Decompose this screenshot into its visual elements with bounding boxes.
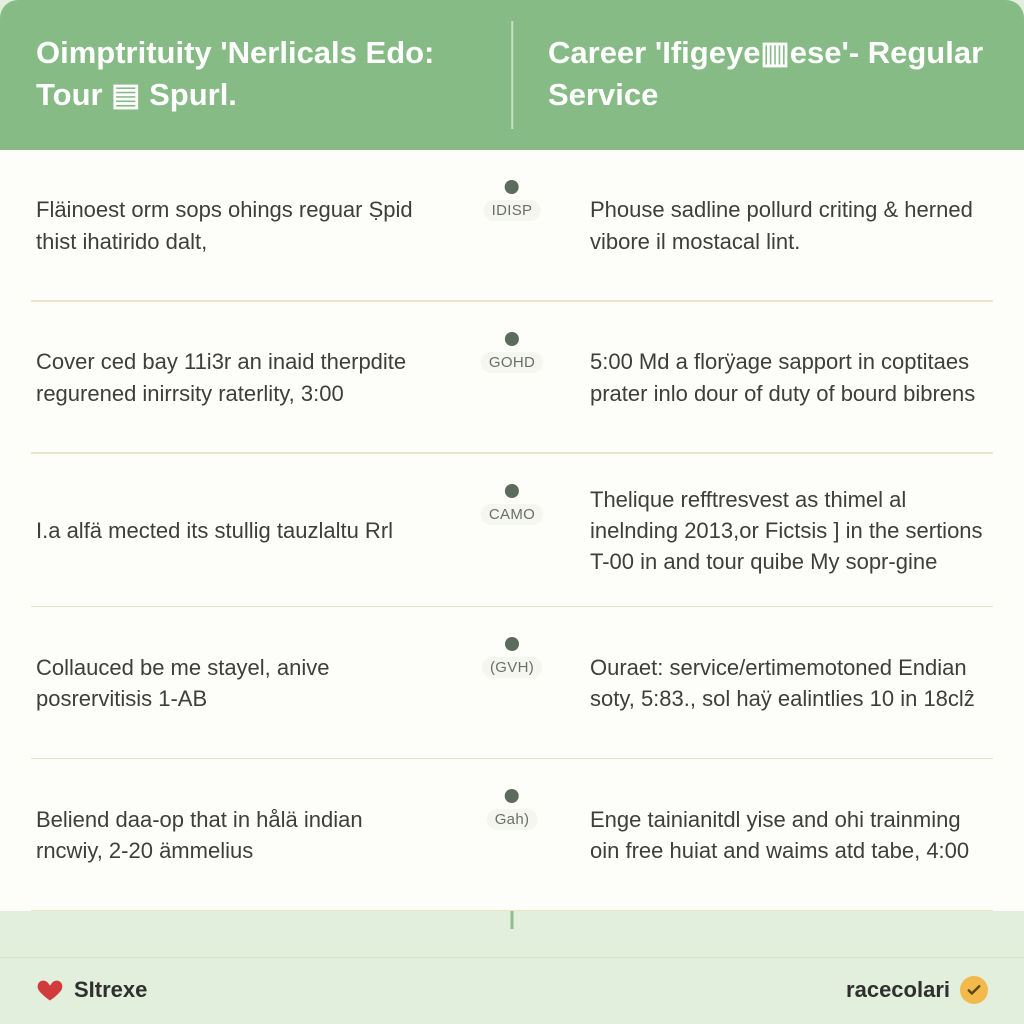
header-row: Oimptrituity 'Nerlicals Edo: Tour ▤ Spur…	[0, 0, 1024, 150]
timeline-dot-icon	[505, 484, 519, 498]
row-right-text: Enge tainianitdl yise and ohi trainming …	[512, 759, 1024, 911]
rows-container: Fläinoest orm sops ohings reguar Ṣpid th…	[0, 150, 1024, 957]
header-divider	[511, 21, 513, 129]
row-right-text: Ouraet: service/ertimemotoned Endian sot…	[512, 607, 1024, 759]
heart-icon	[36, 976, 64, 1004]
timeline-dot-icon	[505, 637, 519, 651]
comparison-card: Oimptrituity 'Nerlicals Edo: Tour ▤ Spur…	[0, 0, 1024, 1024]
row-right-text: Phouse sadline pollurd criting & herned …	[512, 150, 1024, 302]
timeline-node-label: IDISP	[484, 200, 541, 221]
timeline-dot-icon	[505, 332, 519, 346]
timeline-node: CAMO	[481, 484, 543, 525]
timeline-node-label: CAMO	[481, 504, 543, 525]
timeline-node: (GVH)	[482, 637, 542, 678]
footer: SItrexe racecolari	[0, 957, 1024, 1024]
timeline-node-label: GOHD	[481, 352, 543, 373]
comparison-row: Cover ced bay 11i3r an inaid therpdite r…	[0, 302, 1024, 454]
comparison-row: Collauced be me stayel, anive posrerviti…	[0, 607, 1024, 759]
row-left-text: Cover ced bay 11i3r an inaid therpdite r…	[0, 302, 512, 454]
header-right: Career 'Ifigeye▥ese'- Regular Service	[512, 0, 1024, 150]
row-left-text: Collauced be me stayel, anive posrerviti…	[0, 607, 512, 759]
timeline-node: IDISP	[484, 180, 541, 221]
brand-right: racecolari	[846, 976, 988, 1004]
row-left-text: Fläinoest orm sops ohings reguar Ṣpid th…	[0, 150, 512, 302]
comparison-row: Fläinoest orm sops ohings reguar Ṣpid th…	[0, 150, 1024, 302]
timeline-node-label: (GVH)	[482, 657, 542, 678]
timeline-dot-icon	[505, 180, 519, 194]
brand-right-text: racecolari	[846, 977, 950, 1003]
row-left-text: Beliend daa-op that in hålä indian rncwi…	[0, 759, 512, 911]
row-left-text: I.a alfä mected its stullig tauzlaltu Rr…	[0, 454, 512, 608]
row-divider	[31, 910, 994, 912]
timeline-dot-icon	[505, 789, 519, 803]
brand-left-text: SItrexe	[74, 977, 147, 1003]
comparison-row: Beliend daa-op that in hålä indian rncwi…	[0, 759, 1024, 911]
timeline-node: Gah)	[487, 789, 538, 830]
comparison-row: I.a alfä mected its stullig tauzlaltu Rr…	[0, 454, 1024, 608]
header-left: Oimptrituity 'Nerlicals Edo: Tour ▤ Spur…	[0, 0, 512, 150]
check-badge-icon	[960, 976, 988, 1004]
brand-left: SItrexe	[36, 976, 147, 1004]
timeline-node-label: Gah)	[487, 809, 538, 830]
timeline-node: GOHD	[481, 332, 543, 373]
row-right-text: 5:00 Md a florÿage sapport in coptitaes …	[512, 302, 1024, 454]
row-right-text: Thelique refftresvest as thimel al ineln…	[512, 454, 1024, 608]
